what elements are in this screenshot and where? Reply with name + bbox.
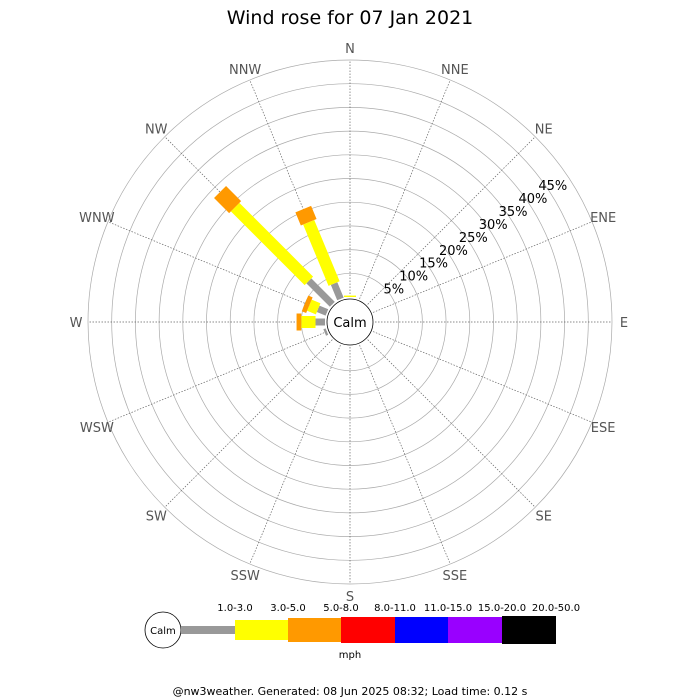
direction-label-se: SE bbox=[536, 510, 552, 525]
grid-spoke bbox=[372, 221, 593, 313]
radial-tick-label: 15% bbox=[419, 257, 448, 272]
radial-tick-labels: 5%10%15%20%25%30%35%40%45% bbox=[384, 179, 568, 297]
direction-label-ne: NE bbox=[535, 122, 553, 137]
legend-label-20.0-50.0: 20.0-50.0 bbox=[532, 603, 580, 614]
radial-tick-label: 20% bbox=[439, 244, 468, 259]
direction-label-e: E bbox=[620, 316, 628, 331]
radial-tick-label: 5% bbox=[384, 282, 405, 297]
bar-nw-5.0-8.0 bbox=[214, 186, 242, 214]
legend-calm-label: Calm bbox=[150, 626, 176, 637]
wind-bars bbox=[214, 186, 356, 336]
bar-nnw-5.0-8.0 bbox=[295, 205, 317, 226]
grid-spoke bbox=[107, 331, 328, 423]
direction-label-wnw: WNW bbox=[79, 211, 115, 226]
legend-swatch-20.0-50.0 bbox=[502, 616, 556, 644]
radial-tick-label: 40% bbox=[519, 192, 548, 207]
legend-label-8.0-11.0: 8.0-11.0 bbox=[374, 603, 416, 614]
legend-swatch-8.0-11.0 bbox=[341, 617, 395, 643]
legend-swatch-1.0-3.0 bbox=[181, 626, 235, 634]
legend-label-1.0-3.0: 1.0-3.0 bbox=[217, 603, 252, 614]
legend-swatch-11.0-15.0 bbox=[395, 617, 448, 643]
bar-wsw-1.0-3.0 bbox=[323, 328, 329, 336]
grid-spoke bbox=[359, 344, 451, 565]
legend-swatch-3.0-5.0 bbox=[235, 620, 288, 640]
legend-label-15.0-20.0: 15.0-20.0 bbox=[478, 603, 526, 614]
grid-spoke bbox=[359, 79, 451, 300]
legend-label-5.0-8.0: 5.0-8.0 bbox=[323, 603, 358, 614]
calm-center: Calm bbox=[326, 298, 374, 346]
radial-tick-label: 35% bbox=[499, 205, 528, 220]
bar-nnw-1.0-3.0 bbox=[330, 282, 344, 301]
direction-label-n: N bbox=[345, 42, 355, 57]
direction-label-sse: SSE bbox=[442, 569, 467, 584]
grid-spoke bbox=[367, 339, 536, 508]
direction-labels: N NNE NE ENE E ESE SE SSE S SSW SW WSW W WNW NW NNW bbox=[70, 42, 629, 605]
legend-swatch-5.0-8.0 bbox=[288, 618, 341, 642]
bar-wnw-3.0-5.0 bbox=[307, 299, 321, 315]
direction-label-s: S bbox=[346, 590, 354, 605]
grid-spoke bbox=[249, 344, 341, 565]
footer-credits: @nw3weather. Generated: 08 Jun 2025 08:3… bbox=[173, 685, 528, 698]
speed-legend: Calm mph 1.0-3.0 3.0-5.0 5.0-8.0 8.0-11.0 11… bbox=[144, 603, 580, 661]
grid-spoke bbox=[164, 339, 333, 508]
grid-spoke bbox=[107, 221, 328, 313]
grid-ring bbox=[253, 225, 447, 419]
bar-nw-3.0-5.0 bbox=[230, 202, 314, 286]
bar-nnw-3.0-5.0 bbox=[303, 219, 340, 286]
grid-spoke bbox=[372, 331, 593, 423]
grid-spoke bbox=[367, 136, 536, 305]
grid-ring bbox=[87, 59, 613, 585]
radial-tick-label: 25% bbox=[459, 231, 488, 246]
direction-label-wsw: WSW bbox=[80, 421, 114, 436]
grid-ring bbox=[277, 249, 423, 395]
bar-wnw-1.0-3.0 bbox=[316, 305, 329, 316]
calm-circle bbox=[326, 298, 374, 346]
calm-label: Calm bbox=[333, 316, 366, 331]
direction-label-nw: NW bbox=[145, 122, 168, 137]
legend-unit: mph bbox=[339, 650, 361, 661]
direction-label-w: W bbox=[70, 316, 83, 331]
legend-label-11.0-15.0: 11.0-15.0 bbox=[424, 603, 472, 614]
radial-tick-label: 45% bbox=[538, 179, 567, 194]
direction-label-nne: NNE bbox=[441, 63, 469, 78]
direction-label-nnw: NNW bbox=[229, 63, 261, 78]
grid-ring bbox=[229, 201, 471, 443]
bar-wnw-5.0-8.0 bbox=[301, 295, 313, 314]
direction-label-ene: ENE bbox=[590, 211, 616, 226]
legend-swatch-15.0-20.0 bbox=[448, 617, 502, 643]
legend-label-3.0-5.0: 3.0-5.0 bbox=[270, 603, 305, 614]
radial-tick-label: 10% bbox=[399, 270, 428, 285]
direction-label-ssw: SSW bbox=[230, 569, 260, 584]
chart-title: Wind rose for 07 Jan 2021 bbox=[227, 7, 474, 29]
radial-tick-label: 30% bbox=[479, 218, 508, 233]
bar-nw-1.0-3.0 bbox=[306, 278, 335, 307]
direction-label-ese: ESE bbox=[591, 421, 616, 436]
direction-label-sw: SW bbox=[146, 510, 167, 525]
